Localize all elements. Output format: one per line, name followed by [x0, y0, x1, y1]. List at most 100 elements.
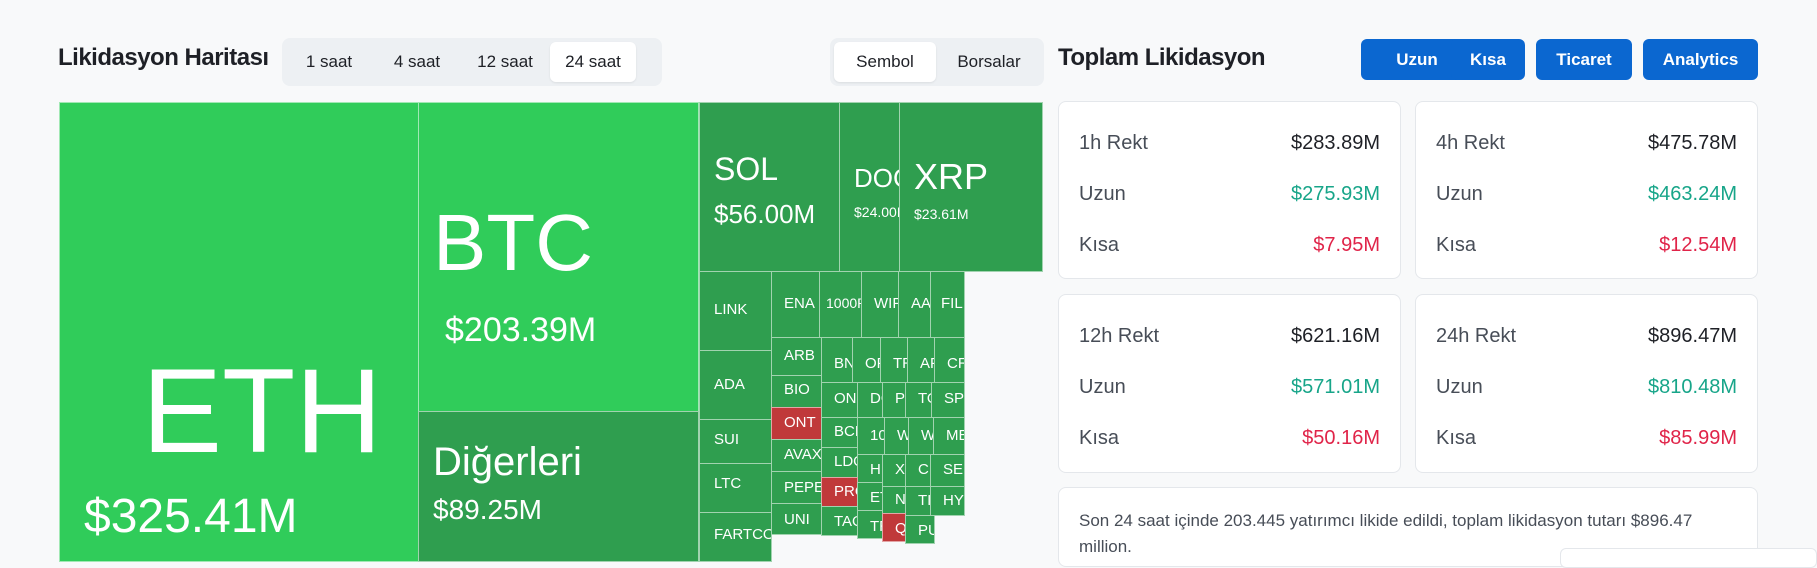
tile-value: $56.00M [714, 199, 816, 229]
treemap-tile-1000pepe[interactable]: 1000PEPE [819, 271, 862, 338]
tile-symbol: 1000PEPE [826, 295, 861, 311]
treemap-tile-avax[interactable]: AVAX [771, 439, 822, 472]
tile-value: $203.39M [445, 311, 597, 349]
treemap-tile-op[interactable]: OP [852, 337, 881, 383]
short-label: Kısa [1436, 234, 1477, 256]
treemap-tile-wif[interactable]: WIF [861, 271, 899, 338]
treemap-tile-spx[interactable]: SPX [931, 382, 965, 418]
treemap-tile-fartcoin[interactable]: FARTCOIN [699, 512, 772, 562]
treemap-tile-ada[interactable]: ADA [699, 350, 772, 420]
trade-button[interactable]: Ticaret [1536, 39, 1632, 80]
tile-symbol: ETC [870, 489, 882, 506]
treemap-tile-bnb[interactable]: BNB [821, 337, 853, 383]
tile-symbol: ONT [784, 414, 816, 431]
treemap-tile-me[interactable]: ME [933, 417, 965, 455]
tile-symbol: SEI [943, 461, 965, 478]
tile-symbol: WLD [897, 428, 908, 443]
treemap-tile-hype[interactable]: HYPE [930, 486, 965, 516]
tile-value: $89.25M [433, 494, 542, 525]
treemap-tile-bch[interactable]: BCH [821, 417, 858, 448]
rekt-card-1h: 1h Rekt $283.89M Uzun $275.93M Kısa $7.95M [1058, 101, 1401, 279]
rekt-card-12h: 12h Rekt $621.16M Uzun $571.01M Kısa $50.16… [1058, 294, 1401, 473]
treemap-tile-btc[interactable]: BTC $203.39M [418, 102, 699, 412]
tile-symbol: UNI [784, 511, 810, 528]
tile-symbol: TON [918, 390, 931, 407]
tile-symbol: LTC [714, 475, 742, 492]
treemap-tile-sui[interactable]: SUI [699, 419, 772, 464]
treemap-tile-ena[interactable]: ENA [771, 271, 820, 338]
tile-symbol: CRO [918, 461, 930, 478]
treemap-tile-cro[interactable]: CRO [905, 454, 931, 487]
tab-24h[interactable]: 24 saat [550, 42, 636, 82]
treemap-tile-xlm[interactable]: XLM [882, 454, 906, 487]
treemap-tile-aave[interactable]: AAVE [898, 271, 931, 338]
tile-symbol: OP [865, 355, 880, 372]
treemap-tile-prompt[interactable]: PROMPT [821, 477, 858, 507]
rekt-card-title: 4h Rekt [1436, 132, 1505, 154]
tab-4h[interactable]: 4 saat [374, 42, 460, 82]
rekt-total-value: $896.47M [1648, 325, 1737, 347]
liquidation-treemap: ETH $325.41M BTC $203.39M Diğerleri $89.25M SO… [59, 102, 1043, 562]
treemap-tile-arb[interactable]: ARB [771, 337, 822, 376]
long-value: $810.48M [1648, 376, 1737, 398]
treemap-tile-trb[interactable]: TRB [880, 337, 908, 383]
tile-symbol: BNB [834, 355, 852, 372]
treemap-tile-uni[interactable]: UNI [771, 503, 822, 535]
liquidation-map-title: Likidasyon Haritası [58, 44, 269, 71]
treemap-tile-etc[interactable]: ETC [857, 482, 883, 511]
treemap-tile-apt[interactable]: APT [907, 337, 935, 383]
tab-symbol[interactable]: Sembol [834, 42, 936, 82]
treemap-tile-sei[interactable]: SEI [930, 454, 965, 487]
treemap-tile-ltc[interactable]: LTC [699, 463, 772, 513]
treemap-tile-tao[interactable]: TAO [821, 506, 858, 536]
treemap-tile-crv[interactable]: CRV [934, 337, 965, 383]
long-label: Uzun [1079, 376, 1126, 398]
treemap-tile-pump[interactable]: PUMP [905, 515, 935, 544]
tab-exchanges[interactable]: Borsalar [938, 42, 1040, 82]
liquidation-summary-text: Son 24 saat içinde 203.445 yatırımcı lik… [1079, 511, 1693, 556]
tile-symbol: AAVE [911, 295, 930, 312]
treemap-tile-trx[interactable]: TRX [857, 510, 883, 539]
treemap-tile-sol[interactable]: SOL $56.00M [699, 102, 840, 272]
treemap-tile-10[interactable]: 10 [857, 417, 885, 455]
tab-12h[interactable]: 12 saat [462, 42, 548, 82]
analytics-button[interactable]: Analytics [1643, 39, 1758, 80]
tab-1h[interactable]: 1 saat [286, 42, 372, 82]
treemap-tile-qtum[interactable]: QTUM [882, 513, 906, 542]
treemap-tile-eth[interactable]: ETH $325.41M [59, 102, 419, 562]
treemap-tile-pepe[interactable]: PEPE [771, 471, 822, 504]
treemap-tile-bio[interactable]: BIO [771, 375, 822, 408]
tile-symbol: BIO [784, 381, 810, 398]
treemap-tile-wal[interactable]: WAL [908, 417, 934, 455]
treemap-tile-xrp[interactable]: XRP $23.61M [899, 102, 1043, 272]
treemap-tile-fil[interactable]: FIL [930, 271, 965, 338]
treemap-tile-link[interactable]: LINK [699, 271, 772, 351]
treemap-tile-hbar[interactable]: HBAR [857, 454, 883, 483]
treemap-tile-doge[interactable]: DOGE $24.00M [839, 102, 900, 272]
short-button[interactable]: Kısa [1451, 39, 1525, 80]
treemap-tile-dot[interactable]: DOT [857, 382, 883, 418]
treemap-tile-ont[interactable]: ONT [771, 407, 822, 440]
treemap-tile-ton[interactable]: TON [905, 382, 932, 418]
tile-symbol: WIF [874, 295, 899, 312]
tile-value: $23.61M [914, 206, 969, 222]
rekt-card-title: 24h Rekt [1436, 325, 1517, 347]
treemap-tile-pendle[interactable]: PENDLE [882, 382, 906, 418]
tile-symbol: TAO [834, 513, 857, 530]
tile-symbol: 10 [870, 427, 884, 444]
long-label: Uzun [1079, 183, 1126, 205]
treemap-tile-wld[interactable]: WLD [884, 417, 909, 455]
treemap-tile-near[interactable]: NEAR [882, 486, 906, 514]
treemap-tile-ldo[interactable]: LDO [821, 447, 858, 478]
treemap-tile-diğerleri[interactable]: Diğerleri $89.25M [418, 411, 699, 562]
tile-symbol: DOT [870, 390, 882, 407]
tile-symbol: FARTCOIN [714, 526, 771, 543]
treemap-tile-tia[interactable]: TIA [905, 486, 931, 516]
long-value: $275.93M [1291, 183, 1380, 205]
tile-symbol: FIL [941, 295, 963, 312]
tile-symbol: PEPE [784, 479, 822, 496]
treemap-tile-ondo[interactable]: ONDO [821, 382, 858, 418]
tile-symbol: PROMPT [834, 483, 857, 500]
rekt-card-title: 1h Rekt [1079, 132, 1148, 154]
long-label: Uzun [1436, 183, 1483, 205]
